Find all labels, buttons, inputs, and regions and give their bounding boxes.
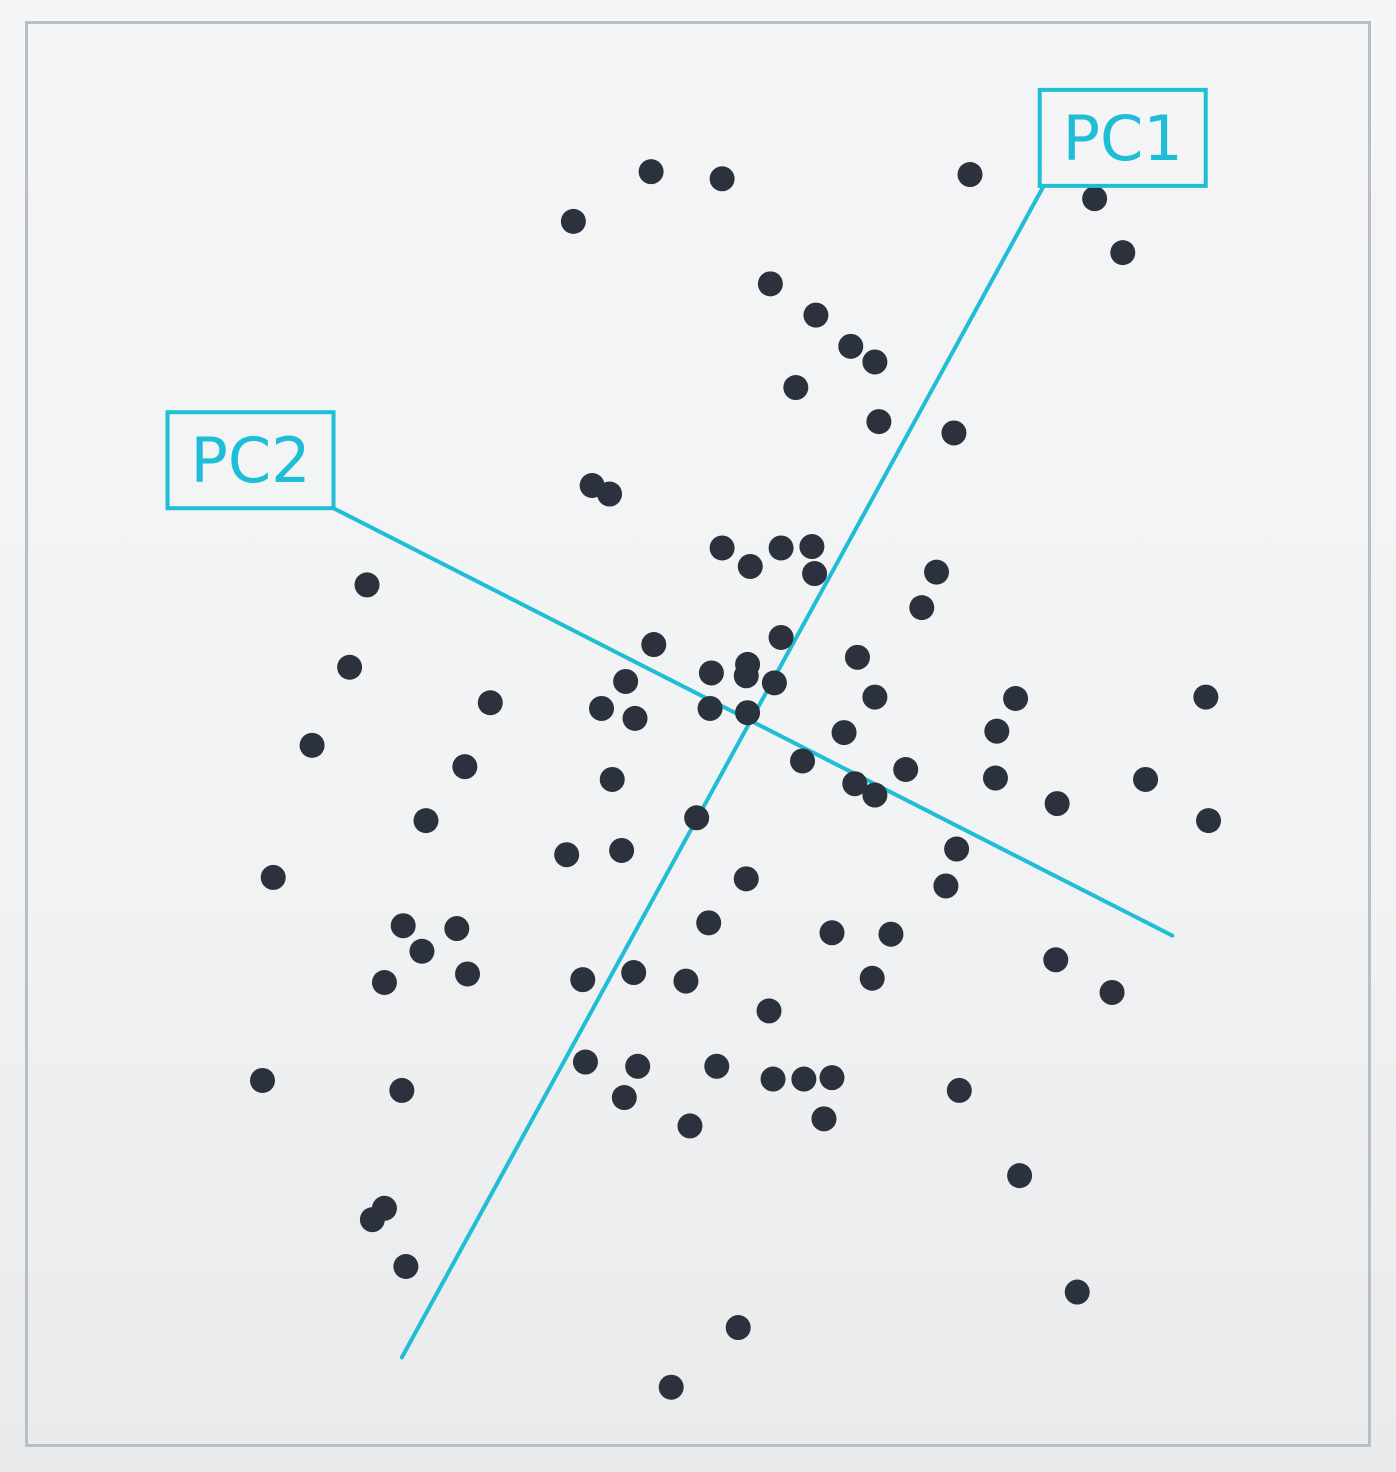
data-point: [250, 1068, 275, 1093]
data-point: [862, 685, 887, 710]
data-point: [570, 967, 595, 992]
data-point: [409, 939, 434, 964]
data-point: [832, 720, 857, 745]
data-point: [958, 162, 983, 187]
data-point: [933, 873, 958, 898]
data-point: [355, 572, 380, 597]
data-point: [704, 1054, 729, 1079]
data-point: [1196, 808, 1221, 833]
data-point: [1110, 240, 1135, 265]
data-point: [761, 1067, 786, 1092]
data-point: [621, 960, 646, 985]
data-point: [612, 1085, 637, 1110]
data-point: [597, 482, 622, 507]
data-point: [337, 655, 362, 680]
data-point: [452, 754, 477, 779]
data-point: [554, 842, 579, 867]
data-point: [478, 690, 503, 715]
pc1-label: PC1: [1063, 102, 1183, 175]
data-point: [623, 706, 648, 731]
data-point: [758, 271, 783, 296]
data-point: [389, 1078, 414, 1103]
data-point: [641, 632, 666, 657]
data-point: [639, 159, 664, 184]
data-point: [659, 1375, 684, 1400]
data-point: [673, 969, 698, 994]
data-point: [947, 1078, 972, 1103]
data-point: [878, 922, 903, 947]
data-point: [769, 535, 794, 560]
data-point: [734, 663, 759, 688]
data-point: [783, 375, 808, 400]
data-point: [1193, 685, 1218, 710]
data-point: [984, 719, 1009, 744]
data-point: [413, 808, 438, 833]
data-point: [734, 866, 759, 891]
data-point: [803, 303, 828, 328]
data-point: [862, 783, 887, 808]
data-point: [710, 535, 735, 560]
data-point: [1100, 980, 1125, 1005]
data-point: [893, 757, 918, 782]
data-point: [613, 669, 638, 694]
data-point: [1082, 186, 1107, 211]
data-point: [1133, 767, 1158, 792]
data-point: [360, 1207, 385, 1232]
data-point: [838, 334, 863, 359]
pc2-label: PC2: [190, 424, 310, 497]
data-point: [790, 748, 815, 773]
data-point: [769, 625, 794, 650]
data-point: [860, 966, 885, 991]
data-point: [762, 670, 787, 695]
data-point: [845, 645, 870, 670]
data-point: [696, 910, 721, 935]
data-point: [261, 865, 286, 890]
data-point: [941, 420, 966, 445]
data-point: [924, 560, 949, 585]
data-point: [811, 1106, 836, 1131]
data-point: [677, 1113, 702, 1138]
data-point: [589, 696, 614, 721]
data-point: [573, 1050, 598, 1075]
data-point: [738, 554, 763, 579]
data-point: [820, 1065, 845, 1090]
data-point: [609, 838, 634, 863]
data-point: [757, 998, 782, 1023]
data-point: [698, 696, 723, 721]
data-point: [372, 970, 397, 995]
data-point: [983, 766, 1008, 791]
data-point: [393, 1254, 418, 1279]
data-point: [799, 534, 824, 559]
data-point: [1045, 791, 1070, 816]
data-point: [726, 1315, 751, 1340]
data-point: [791, 1067, 816, 1092]
pc1-axis-line: [402, 186, 1044, 1358]
axis-labels: PC1 PC2: [168, 90, 1206, 508]
data-point: [944, 837, 969, 862]
data-point: [862, 349, 887, 374]
data-point: [561, 209, 586, 234]
data-point: [1043, 947, 1068, 972]
data-point: [820, 920, 845, 945]
data-point: [802, 561, 827, 586]
data-point: [735, 700, 760, 725]
data-point: [1007, 1163, 1032, 1188]
data-point: [909, 595, 934, 620]
data-point: [625, 1054, 650, 1079]
data-point: [699, 660, 724, 685]
data-point: [684, 805, 709, 830]
data-point: [866, 409, 891, 434]
data-point: [1065, 1280, 1090, 1305]
data-point: [710, 166, 735, 191]
data-point: [455, 961, 480, 986]
data-point: [600, 767, 625, 792]
data-point: [391, 913, 416, 938]
data-point: [444, 916, 469, 941]
data-point: [300, 733, 325, 758]
data-point: [1003, 686, 1028, 711]
data-points: [250, 159, 1221, 1400]
